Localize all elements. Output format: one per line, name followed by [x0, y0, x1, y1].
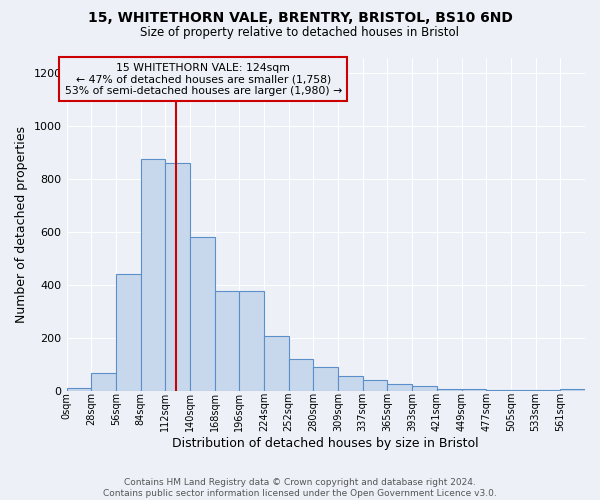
- Bar: [91, 374, 116, 390]
- Bar: [116, 274, 140, 390]
- Bar: [239, 292, 264, 390]
- Bar: [215, 292, 239, 390]
- Bar: [289, 359, 313, 390]
- Bar: [338, 376, 363, 390]
- Y-axis label: Number of detached properties: Number of detached properties: [15, 126, 28, 322]
- Text: 15 WHITETHORN VALE: 124sqm
← 47% of detached houses are smaller (1,758)
53% of s: 15 WHITETHORN VALE: 124sqm ← 47% of deta…: [65, 63, 342, 96]
- Bar: [461, 389, 486, 390]
- Bar: [313, 367, 338, 390]
- Bar: [190, 237, 215, 390]
- Bar: [67, 388, 91, 390]
- Text: Size of property relative to detached houses in Bristol: Size of property relative to detached ho…: [140, 26, 460, 39]
- X-axis label: Distribution of detached houses by size in Bristol: Distribution of detached houses by size …: [172, 437, 479, 450]
- Text: 15, WHITETHORN VALE, BRENTRY, BRISTOL, BS10 6ND: 15, WHITETHORN VALE, BRENTRY, BRISTOL, B…: [88, 12, 512, 26]
- Bar: [560, 389, 585, 390]
- Text: Contains HM Land Registry data © Crown copyright and database right 2024.
Contai: Contains HM Land Registry data © Crown c…: [103, 478, 497, 498]
- Bar: [264, 336, 289, 390]
- Bar: [437, 389, 461, 390]
- Bar: [412, 386, 437, 390]
- Bar: [165, 163, 190, 390]
- Bar: [363, 380, 388, 390]
- Bar: [140, 160, 165, 390]
- Bar: [388, 384, 412, 390]
